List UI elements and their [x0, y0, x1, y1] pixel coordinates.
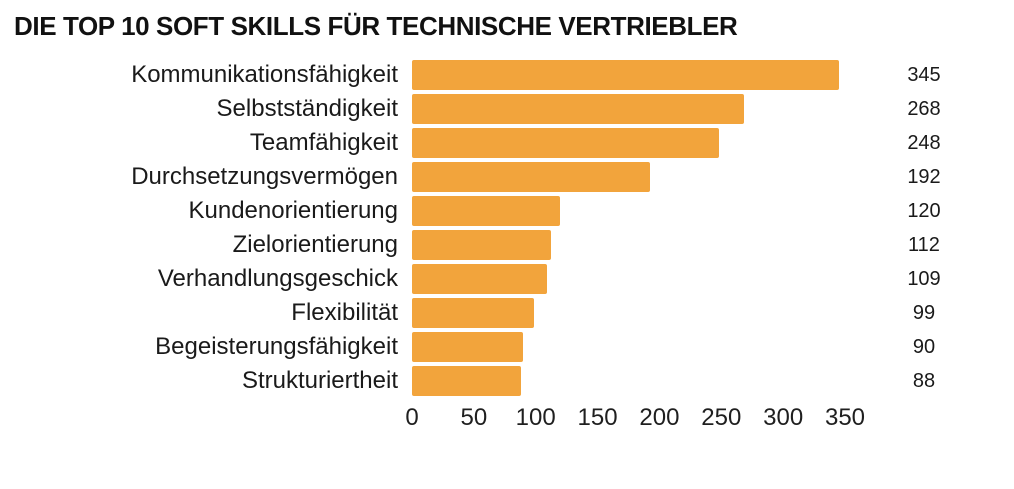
- chart-row: Durchsetzungsvermögen 192: [0, 160, 1014, 194]
- bar-track: [412, 128, 845, 158]
- value-label: 90: [912, 335, 936, 358]
- chart-row: Zielorientierung 112: [0, 228, 1014, 262]
- chart-row: Selbstständigkeit 268: [0, 92, 1014, 126]
- chart-row: Teamfähigkeit 248: [0, 126, 1014, 160]
- bar: [412, 366, 521, 396]
- bar-track: [412, 264, 845, 294]
- x-axis-tick: 250: [701, 404, 742, 431]
- category-label: Verhandlungsgeschick: [157, 265, 398, 292]
- category-label: Kommunikationsfähigkeit: [131, 61, 398, 88]
- bar-track: [412, 94, 845, 124]
- bar-track: [412, 332, 845, 362]
- bar: [412, 162, 650, 192]
- value-label: 109: [907, 267, 941, 290]
- value-label: 268: [907, 97, 941, 120]
- x-axis: 0 50 100 150 200 250 300 350: [405, 404, 865, 434]
- value-label: 112: [908, 233, 940, 256]
- category-label: Begeisterungsfähigkeit: [155, 333, 398, 360]
- bar: [412, 264, 547, 294]
- value-label: 88: [912, 369, 936, 392]
- chart-row: Verhandlungsgeschick 109: [0, 262, 1014, 296]
- chart-row: Kommunikationsfähigkeit 345: [0, 58, 1014, 92]
- chart-row: Begeisterungsfähigkeit 90: [0, 330, 1014, 364]
- x-axis-tick: 100: [515, 404, 556, 431]
- value-label: 99: [912, 301, 936, 324]
- value-label: 345: [907, 63, 941, 86]
- chart-row: Flexibilität 99: [0, 296, 1014, 330]
- category-label: Flexibilität: [291, 299, 398, 326]
- bar: [412, 332, 524, 362]
- bar-track: [412, 366, 845, 396]
- value-label: 248: [907, 131, 941, 154]
- category-label: Kundenorientierung: [188, 197, 399, 224]
- chart-row: Strukturiertheit 88: [0, 364, 1014, 398]
- category-label: Strukturiertheit: [241, 367, 398, 394]
- bar: [412, 196, 561, 226]
- bar-chart: Kommunikationsfähigkeit 345 Selbstständi…: [0, 58, 1014, 398]
- value-label: 120: [907, 199, 941, 222]
- category-label: Selbstständigkeit: [216, 95, 398, 122]
- value-label: 192: [907, 165, 941, 188]
- bar: [412, 230, 551, 260]
- bar-track: [412, 298, 845, 328]
- chart-row: Kundenorientierung 120: [0, 194, 1014, 228]
- x-axis-tick: 50: [460, 404, 488, 431]
- x-axis-tick: 0: [405, 404, 419, 431]
- bar: [412, 60, 839, 90]
- bar-track: [412, 60, 845, 90]
- bar: [412, 94, 744, 124]
- x-axis-tick: 150: [577, 404, 618, 431]
- bar: [412, 128, 719, 158]
- bar-track: [412, 230, 845, 260]
- category-label: Zielorientierung: [232, 231, 398, 258]
- bar: [412, 298, 535, 328]
- bar-track: [412, 196, 845, 226]
- category-label: Teamfähigkeit: [249, 129, 398, 156]
- chart-title: DIE TOP 10 SOFT SKILLS FÜR TECHNISCHE VE…: [14, 11, 738, 41]
- category-label: Durchsetzungsvermögen: [131, 163, 398, 190]
- x-axis-tick: 300: [763, 404, 804, 431]
- bar-track: [412, 162, 845, 192]
- x-axis-tick: 200: [639, 404, 680, 431]
- x-axis-tick: 350: [824, 404, 866, 431]
